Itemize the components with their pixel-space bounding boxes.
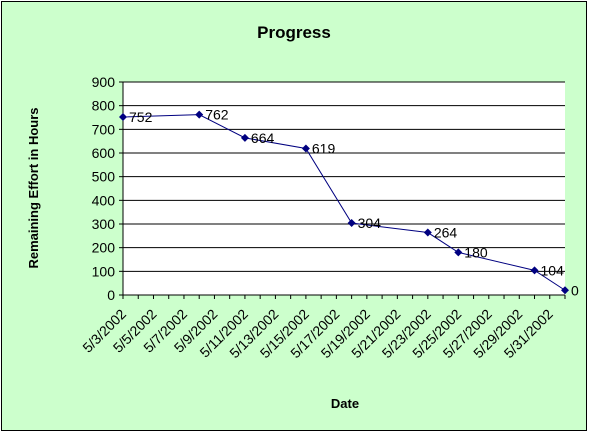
data-point xyxy=(195,110,204,119)
data-point xyxy=(454,248,463,257)
y-tick-label: 400 xyxy=(92,192,116,208)
data-label: 752 xyxy=(129,109,153,125)
y-tick-label: 800 xyxy=(92,98,116,114)
y-tick-label: 200 xyxy=(92,240,116,256)
data-point xyxy=(119,113,127,122)
data-label: 264 xyxy=(434,225,458,241)
chart-title: Progress xyxy=(257,23,331,42)
plot-background xyxy=(123,82,565,295)
data-point xyxy=(530,266,539,275)
data-point xyxy=(561,286,569,295)
data-label: 304 xyxy=(358,215,382,231)
data-label: 619 xyxy=(312,141,336,157)
x-axis-title: Date xyxy=(331,396,359,411)
data-point xyxy=(301,144,310,153)
y-tick-label: 700 xyxy=(92,121,116,137)
data-label: 180 xyxy=(464,244,488,260)
data-label: 664 xyxy=(251,130,275,146)
y-axis-title: Remaining Effort in Hours xyxy=(26,107,41,268)
plot-area: 01002003004005006007008009005/3/20025/5/… xyxy=(79,74,579,361)
y-tick-label: 600 xyxy=(92,145,116,161)
data-label: 762 xyxy=(205,107,229,123)
y-tick-label: 900 xyxy=(92,74,116,90)
y-tick-label: 100 xyxy=(92,263,116,279)
y-tick-label: 0 xyxy=(107,287,115,303)
y-tick-label: 300 xyxy=(92,216,116,232)
data-point xyxy=(240,133,249,142)
data-label: 104 xyxy=(541,262,565,278)
data-point xyxy=(347,219,356,228)
data-label: 0 xyxy=(571,282,579,298)
data-point xyxy=(423,228,432,237)
y-tick-label: 500 xyxy=(92,169,116,185)
